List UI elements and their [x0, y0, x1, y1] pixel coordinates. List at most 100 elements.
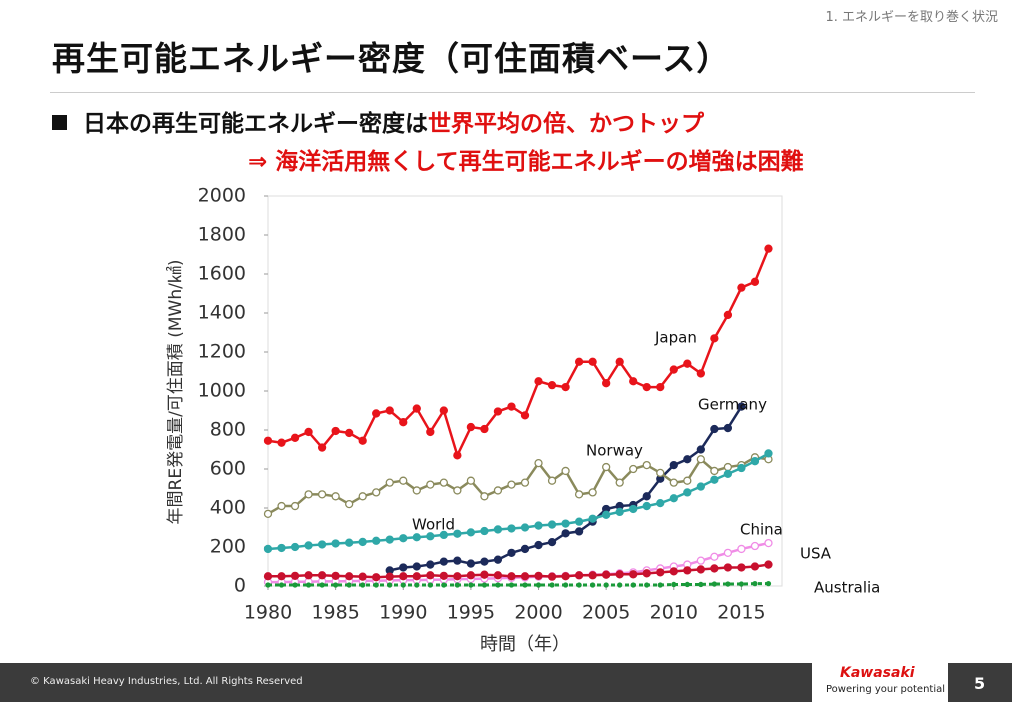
y-tick-label: 1600 [198, 263, 246, 285]
data-point [669, 494, 678, 503]
data-point [507, 572, 516, 581]
data-point [696, 556, 705, 565]
y-tick-label: 1000 [198, 380, 246, 402]
data-point [549, 582, 555, 588]
data-point [656, 498, 665, 508]
y-tick-label: 2000 [198, 185, 246, 207]
data-point [671, 581, 677, 588]
x-tick-label: 1990 [379, 602, 427, 624]
data-point [588, 571, 597, 580]
data-point [466, 571, 476, 580]
data-point [737, 563, 746, 572]
data-point [399, 572, 408, 581]
data-point [764, 538, 773, 548]
data-point [642, 382, 651, 392]
x-tick-label: 2010 [650, 602, 698, 624]
y-tick-label: 400 [210, 497, 246, 519]
data-point [602, 379, 611, 388]
page-number: 5 [974, 674, 986, 693]
data-point [453, 486, 462, 495]
data-point [441, 582, 447, 588]
data-point [520, 544, 530, 554]
data-point [480, 526, 489, 536]
data-point [426, 560, 435, 569]
data-point [737, 402, 746, 411]
data-point [358, 436, 367, 445]
data-point [642, 492, 651, 501]
data-point [304, 541, 313, 550]
data-point [414, 582, 420, 588]
data-point [493, 555, 503, 564]
data-point [574, 357, 584, 366]
data-point [765, 581, 772, 587]
data-point [439, 530, 448, 540]
data-point [278, 582, 285, 588]
data-point [345, 538, 354, 547]
data-point [588, 357, 597, 366]
data-point [750, 277, 760, 286]
x-axis-label: 時間（年） [480, 634, 570, 655]
data-point [439, 557, 448, 566]
data-point [372, 536, 381, 545]
data-point [710, 424, 719, 434]
bullet-text: 日本の再生可能エネルギー密度は [83, 111, 428, 137]
data-point [547, 537, 557, 547]
x-tick-label: 2000 [514, 602, 562, 624]
data-point [534, 571, 543, 581]
data-point [319, 582, 325, 588]
data-point [547, 476, 557, 485]
data-point [399, 418, 408, 427]
data-point [426, 427, 435, 437]
data-point [656, 468, 665, 478]
y-tick-label: 200 [210, 536, 246, 558]
data-point [615, 478, 624, 487]
data-point [629, 570, 638, 579]
data-point [481, 582, 488, 588]
data-point [561, 466, 570, 476]
data-point [412, 533, 421, 542]
data-point [737, 463, 746, 473]
data-point [696, 565, 705, 574]
data-point [358, 492, 367, 501]
data-point [317, 571, 327, 580]
data-point [493, 525, 503, 534]
data-point [412, 404, 421, 413]
data-point [710, 334, 719, 343]
series-label: Australia [814, 579, 880, 597]
data-point [561, 382, 570, 392]
data-point [615, 357, 624, 366]
data-point [331, 539, 340, 548]
x-tick-label: 2005 [582, 602, 630, 624]
data-point [466, 476, 476, 485]
data-point [750, 541, 760, 551]
x-tick-label: 1980 [244, 602, 292, 624]
data-point [588, 488, 597, 497]
bullet-conclusion: ⇒ 海洋活用無くして再生可能エネルギーの増強は困難 [248, 149, 804, 175]
data-point [508, 582, 515, 588]
data-point [358, 572, 367, 581]
y-tick-label: 1400 [198, 302, 246, 324]
data-point [522, 582, 528, 588]
data-point [576, 582, 582, 588]
data-point [696, 369, 705, 378]
data-point [399, 476, 408, 485]
copyright: © Kawasaki Heavy Industries, Ltd. All Ri… [30, 676, 303, 687]
data-point [547, 520, 557, 529]
data-point [507, 402, 516, 411]
data-point [304, 571, 313, 580]
data-point [602, 570, 611, 579]
data-point [723, 469, 733, 479]
data-point [752, 581, 758, 587]
bullet: 日本の再生可能エネルギー密度は世界平均の倍、かつトップ [52, 104, 704, 138]
data-point [426, 571, 435, 580]
data-point [683, 359, 692, 368]
data-point [453, 529, 462, 538]
brand: Kawasaki [840, 665, 915, 681]
data-point [737, 544, 746, 554]
data-point [669, 460, 678, 470]
data-point [317, 443, 327, 452]
data-point [439, 478, 448, 487]
data-point [723, 310, 733, 320]
data-point [493, 407, 503, 416]
data-point [725, 581, 731, 587]
